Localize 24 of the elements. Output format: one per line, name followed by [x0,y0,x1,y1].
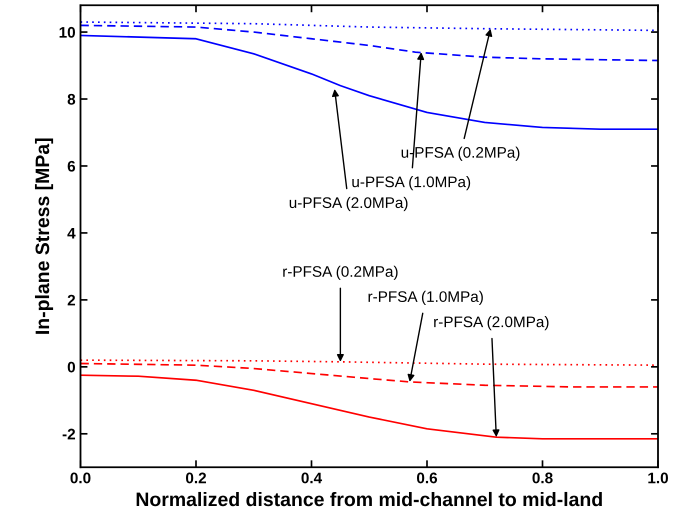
y-axis-title: In-plane Stress [MPa] [34,138,54,334]
line-series [80,34,658,130]
y-tick-label: 10 [60,26,76,38]
x-tick-label: 0.0 [70,472,90,484]
annotation: r-PFSA (2.0MPa) [434,316,549,330]
y-tick-label: 2 [68,294,76,306]
annotation: u-PFSA (1.0MPa) [352,176,470,190]
annotation: u-PFSA (2.0MPa) [290,196,408,212]
x-tick-label: 0.8 [532,472,553,484]
line-series [80,374,658,440]
x-tick-label: 1.0 [648,472,668,484]
annotation: r-PFSA (0.2MPa) [283,266,398,280]
x-tick-label: 0.4 [301,472,322,484]
line-series [80,362,658,388]
y-tick-label: 8 [68,94,76,105]
x-tick-label: 0.6 [416,472,438,484]
annotation: r-PFSA (1.0MPa) [368,290,483,306]
line-series [80,24,658,62]
y-tick-label: -2 [62,428,76,440]
x-axis-title: Normalized distance from mid-channel to mid-land [136,492,602,506]
y-tick-label: 4 [67,228,76,238]
y-tick-label: 0 [68,362,76,373]
y-tick-label: 6 [68,160,76,172]
x-tick-label: 0.2 [186,472,206,484]
